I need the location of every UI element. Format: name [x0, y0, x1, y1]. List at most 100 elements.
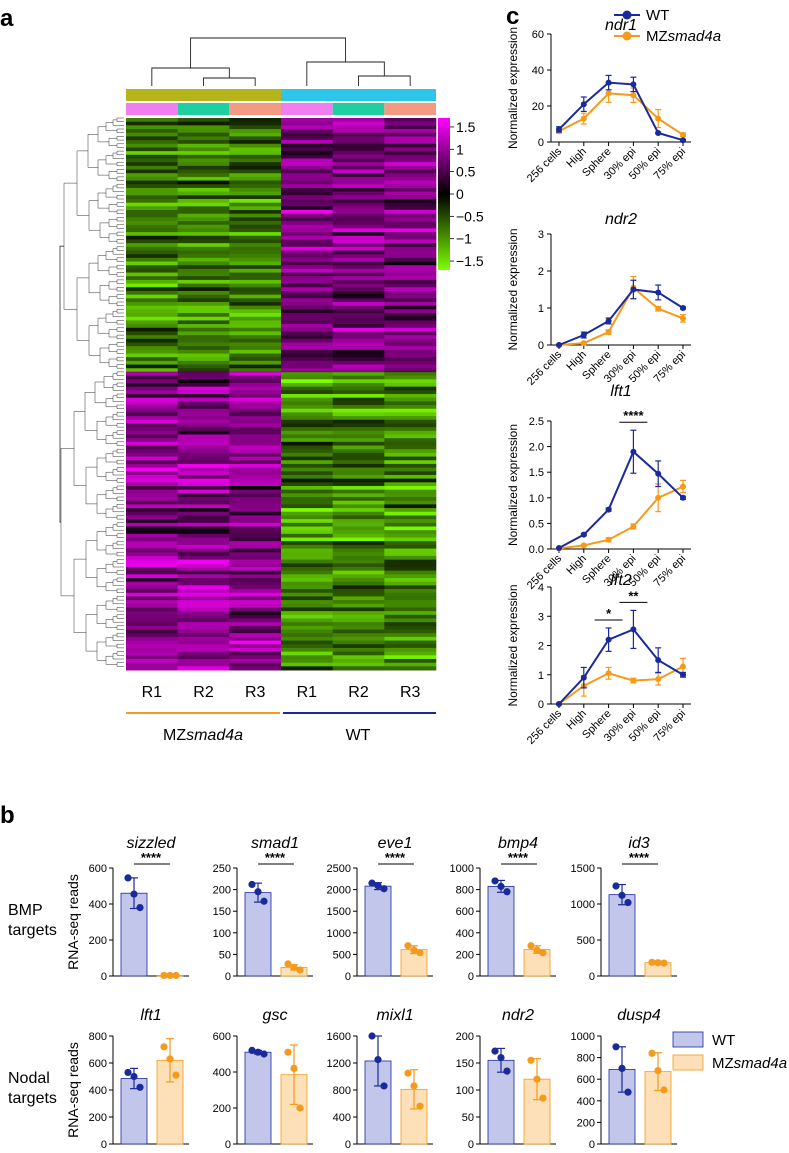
data-point [680, 137, 686, 144]
colorbar-tick-label: 0.5 [456, 164, 476, 180]
row-dendro-link [76, 277, 89, 341]
heatmap-cell [229, 243, 282, 248]
significance-label: ** [628, 588, 639, 603]
legend-c: WT MZsmad4a [614, 7, 721, 45]
heatmap-cell [384, 559, 437, 564]
heatmap-cell [126, 463, 178, 469]
heatmap-cell [126, 530, 178, 535]
heatmap-cell [281, 254, 333, 259]
heatmap-cell [177, 434, 230, 439]
heatmap-cell [384, 497, 437, 502]
heatmap-cell [229, 423, 282, 428]
heatmap-cell [332, 261, 385, 266]
heatmap-cell [229, 309, 282, 314]
heatmap-cell [281, 438, 333, 443]
heatmap-cell [332, 526, 385, 531]
y-tick-label: 0.5 [529, 518, 544, 530]
heatmap-cell [229, 386, 282, 391]
heatmap-cell [126, 511, 178, 516]
heatmap-cell [281, 533, 333, 538]
data-point [556, 126, 562, 133]
heatmap-cell [177, 463, 230, 469]
heatmap-cell [126, 559, 178, 564]
heatmap-cell [177, 154, 230, 159]
colorbar-tick-label: −1.5 [456, 253, 484, 269]
heatmap-column-label: R1 [297, 684, 318, 701]
heatmap-cell [177, 482, 230, 487]
heatmap-cell [126, 504, 178, 509]
heatmap-cell [384, 423, 437, 428]
heatmap-cell [281, 563, 333, 568]
heatmap-cell [177, 497, 230, 502]
heatmap-cell [126, 533, 178, 538]
heatmap-cell [384, 338, 437, 343]
row-dendro-link [108, 218, 117, 227]
heatmap-cell [229, 140, 282, 145]
row-dendro-link [99, 347, 109, 364]
heatmap-cell [332, 423, 385, 428]
heatmap-cell [332, 305, 385, 310]
heatmap-cell [384, 335, 437, 340]
row-dendro-root [59, 245, 64, 523]
heatmap-cell [384, 265, 437, 270]
row-dendro-link [96, 494, 106, 514]
heatmap-cell [126, 206, 178, 211]
heatmap-cell [281, 118, 333, 123]
row-dendro-link [112, 653, 124, 660]
series-mz [556, 479, 686, 552]
y-tick-label: 600 [89, 863, 107, 875]
heatmap-cell [177, 265, 230, 270]
heatmap-cell [384, 250, 437, 255]
y-tick-label: 50 [462, 1112, 474, 1124]
y-tick-label: 1200 [327, 1058, 351, 1070]
heatmap-cell [126, 555, 178, 561]
heatmap-cell [384, 441, 437, 446]
y-tick-label: 2500 [327, 863, 351, 875]
colorbar-tick-label: 1.5 [456, 119, 476, 135]
heatmap-cell [177, 427, 230, 432]
heatmap-cell [229, 335, 282, 340]
heatmap-cell [177, 147, 230, 152]
heatmap-cell [229, 224, 282, 229]
heatmap-cell [126, 129, 178, 134]
heatmap-cell [332, 213, 385, 218]
heatmap-cell [384, 353, 437, 358]
row-dendro-link [105, 637, 117, 647]
row-dendro-link [105, 490, 117, 500]
series-line [558, 450, 684, 549]
heatmap-cell [384, 246, 437, 251]
series-mz [556, 83, 686, 138]
row-dendro-link [116, 607, 124, 612]
heatmap-cell [332, 633, 385, 638]
heatmap-cell [332, 198, 385, 204]
heatmap-cell [126, 640, 178, 645]
heatmap-cell [281, 151, 333, 156]
heatmap-cell [281, 129, 333, 134]
heatmap-cell [332, 364, 385, 369]
heatmap-cell [332, 187, 385, 193]
heatmap-cell [281, 184, 333, 189]
y-tick-label: 1600 [327, 1031, 351, 1043]
heatmap-cell [281, 592, 333, 597]
heatmap-cell [384, 254, 437, 259]
heatmap-cell [177, 379, 230, 384]
heatmap-cell [177, 655, 230, 660]
heatmap-cell [281, 121, 333, 126]
row-dendro-link [112, 152, 124, 159]
heatmap-cell [177, 526, 230, 531]
row-dendro-link [116, 632, 124, 638]
heatmap-cell [126, 570, 178, 575]
bar-wt [487, 1059, 515, 1145]
heatmap-cell [281, 662, 333, 667]
heatmap-cell [332, 589, 385, 594]
heatmap-cell [229, 195, 282, 200]
heatmap-cell [177, 416, 230, 421]
heatmap-cell [332, 489, 385, 494]
heatmap-cell [126, 268, 178, 274]
heatmap-cell [332, 279, 385, 285]
chart-title: sizzled [127, 835, 177, 852]
heatmap-cell [332, 368, 385, 373]
row-dendro-link [96, 568, 106, 588]
y-tick-label: 2 [538, 266, 544, 278]
data-point [630, 677, 637, 684]
